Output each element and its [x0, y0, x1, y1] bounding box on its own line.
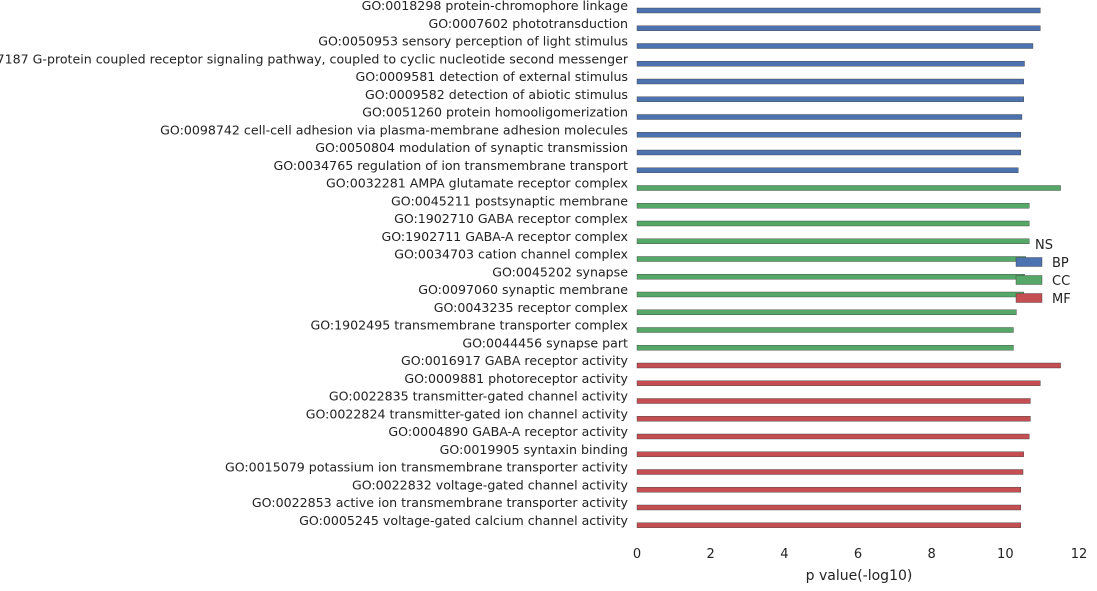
- bar-cc: [636, 274, 1025, 280]
- x-tick-label: 2: [707, 547, 715, 562]
- bar-cc: [636, 309, 1017, 315]
- bars-layer: [636, 7, 1061, 528]
- bar-bp: [636, 167, 1019, 173]
- bar-bp: [636, 149, 1022, 156]
- category-label: GO:0007187 G-protein coupled receptor si…: [0, 51, 629, 66]
- category-label: GO:0045211 postsynaptic membrane: [391, 193, 628, 208]
- category-label: GO:0018298 protein-chromophore linkage: [362, 0, 629, 13]
- category-label: GO:0009581 detection of external stimulu…: [355, 69, 628, 84]
- x-tick-label: 0: [633, 547, 641, 562]
- category-label: GO:0050804 modulation of synaptic transm…: [315, 140, 628, 155]
- bar-cc: [636, 256, 1026, 262]
- category-label: GO:0007602 phototransduction: [428, 16, 628, 31]
- x-tick-label: 6: [854, 547, 862, 562]
- category-label: GO:0015079 potassium ion transmembrane t…: [225, 460, 629, 475]
- bar-cc: [636, 238, 1030, 244]
- legend-swatch-cc: [1015, 275, 1043, 285]
- bar-bp: [636, 61, 1025, 67]
- x-tick-label: 10: [997, 547, 1014, 562]
- x-axis-label: p value(-log10): [806, 568, 913, 584]
- bar-mf: [636, 362, 1061, 369]
- x-tick-label: 8: [928, 547, 936, 562]
- bar-cc: [636, 327, 1014, 333]
- x-axis: 0 2 4 6 8 10 12: [633, 547, 1087, 562]
- bar-bp: [636, 132, 1022, 138]
- bar-bp: [636, 78, 1024, 85]
- bar-bp: [636, 7, 1041, 14]
- category-label: GO:0098742 cell-cell adhesion via plasma…: [160, 122, 628, 137]
- category-label: GO:0034703 cation channel complex: [394, 247, 628, 262]
- bar-mf: [636, 504, 1022, 511]
- bar-cc: [636, 291, 1024, 298]
- category-label: GO:0051260 protein homooligomerization: [362, 105, 628, 120]
- category-label: GO:0009881 photoreceptor activity: [404, 371, 628, 386]
- bar-mf: [636, 433, 1030, 440]
- category-label: GO:0032281 AMPA glutamate receptor compl…: [326, 176, 629, 191]
- x-tick-label: 12: [1071, 547, 1088, 562]
- bar-bp: [636, 96, 1024, 102]
- legend-title: NS: [1035, 238, 1053, 253]
- legend-label-bp: BP: [1052, 256, 1069, 271]
- category-label: GO:0097060 synaptic membrane: [418, 282, 628, 297]
- legend-swatch-mf: [1015, 293, 1043, 303]
- bar-mf: [636, 380, 1041, 386]
- category-label: GO:0043235 receptor complex: [434, 300, 629, 315]
- category-label: GO:0016917 GABA receptor activity: [401, 353, 629, 368]
- bar-mf: [636, 451, 1024, 457]
- bar-mf: [636, 487, 1022, 493]
- bar-mf: [636, 522, 1022, 528]
- legend-label-mf: MF: [1052, 292, 1071, 307]
- category-label: GO:0022832 voltage-gated channel activit…: [352, 477, 629, 492]
- bar-bp: [636, 114, 1023, 120]
- bar-cc: [636, 185, 1061, 191]
- legend-swatch-bp: [1015, 257, 1043, 267]
- category-label: GO:0050953 sensory perception of light s…: [318, 34, 628, 49]
- category-label: GO:0009582 detection of abiotic stimulus: [365, 87, 628, 102]
- category-label: GO:0045202 synapse: [492, 264, 628, 279]
- category-label: GO:0005245 voltage-gated calcium channel…: [299, 513, 628, 528]
- category-label: GO:1902495 transmembrane transporter com…: [310, 318, 628, 333]
- category-label: GO:0022853 active ion transmembrane tran…: [252, 495, 629, 510]
- category-label: GO:0034765 regulation of ion transmembra…: [273, 158, 628, 173]
- bar-cc: [636, 203, 1030, 209]
- category-label: GO:0019905 syntaxin binding: [440, 442, 628, 457]
- bar-mf: [636, 416, 1031, 422]
- category-labels: GO:0018298 protein-chromophore linkage GO…: [0, 0, 629, 528]
- bar-cc: [636, 220, 1030, 227]
- category-label: GO:0004890 GABA-A receptor activity: [388, 424, 628, 439]
- category-label: GO:1902711 GABA-A receptor complex: [381, 229, 628, 244]
- bar-cc: [636, 345, 1014, 351]
- category-label: GO:0044456 synapse part: [462, 335, 628, 350]
- category-label: GO:1902710 GABA receptor complex: [394, 211, 628, 226]
- legend-label-cc: CC: [1052, 274, 1070, 289]
- bar-mf: [636, 469, 1024, 475]
- x-tick-label: 4: [780, 547, 788, 562]
- bar-mf: [636, 398, 1031, 404]
- bar-bp: [636, 43, 1034, 49]
- category-label: GO:0022824 transmitter-gated ion channel…: [306, 406, 629, 421]
- legend: NS BP CC MF: [1015, 238, 1071, 307]
- category-label: GO:0022835 transmitter-gated channel act…: [329, 389, 629, 404]
- bar-bp: [636, 25, 1041, 31]
